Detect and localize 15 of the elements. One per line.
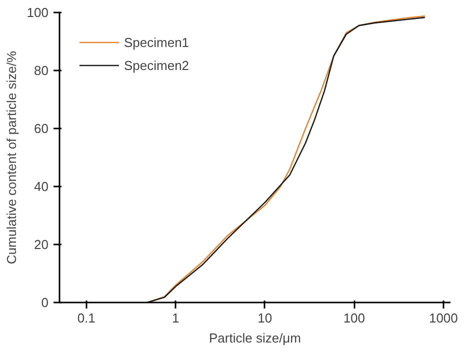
y-tick-label: 100	[26, 5, 49, 20]
x-tick-label: 0.1	[77, 310, 96, 326]
y-tick-label: 0	[41, 295, 49, 310]
x-tick-label: 1	[172, 310, 180, 326]
x-tick-label: 100	[343, 310, 366, 326]
x-tick-label: 10	[258, 310, 272, 326]
y-tick-label: 20	[34, 237, 49, 252]
y-tick-label: 80	[34, 63, 49, 78]
x-tick-label: 1000	[428, 310, 458, 326]
legend-label: Specimen2	[124, 58, 190, 72]
x-axis-title: Particle size/μm	[208, 330, 302, 346]
y-tick-label: 60	[34, 121, 49, 136]
y-tick-label: 40	[34, 179, 49, 194]
y-axis-title: Cumulative content of particle size/%	[4, 50, 19, 264]
legend-label: Specimen1	[124, 34, 190, 50]
